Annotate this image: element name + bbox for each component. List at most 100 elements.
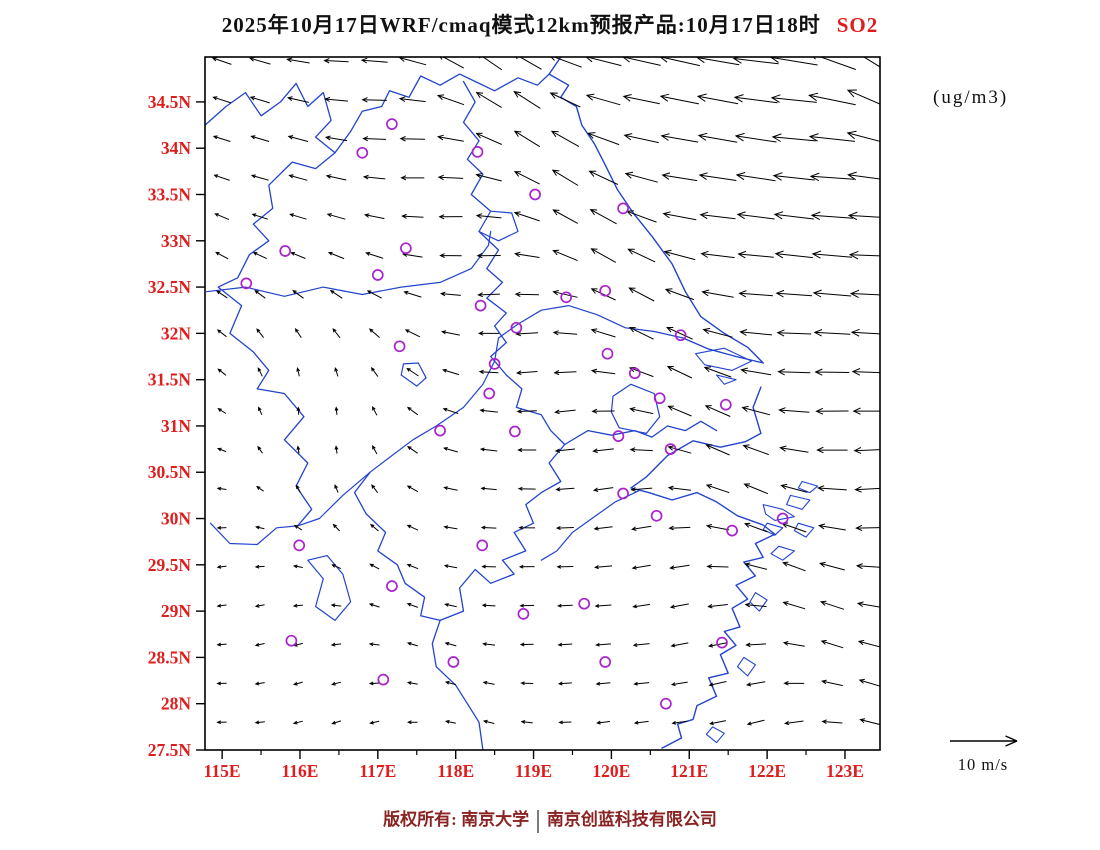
wind-arrow — [660, 133, 699, 143]
station-circle — [599, 656, 612, 668]
wind-arrow — [666, 366, 693, 379]
wind-arrow — [819, 600, 845, 610]
wind-arrow — [708, 681, 727, 687]
wind-arrow — [326, 213, 346, 220]
wind-arrow — [776, 329, 812, 337]
wind-arrow — [258, 406, 263, 416]
wind-arrow — [254, 289, 266, 299]
lat-tick-label: 32N — [161, 323, 192, 343]
wind-arrow — [664, 288, 695, 301]
wind-arrow — [819, 561, 845, 571]
wind-arrow — [478, 369, 499, 375]
wind-arrow — [361, 97, 387, 103]
map-island-line — [749, 592, 768, 612]
wind-arrow — [216, 486, 227, 491]
station-circle — [279, 245, 292, 257]
station-circle — [434, 424, 446, 437]
wind-arrow — [594, 565, 613, 570]
wind-arrow — [439, 253, 462, 258]
wind-arrow — [779, 445, 809, 453]
wind-arrow — [250, 135, 270, 142]
wind-arrow — [551, 169, 579, 186]
lat-tick-label: 32.5N — [148, 277, 192, 297]
wind-arrow — [475, 132, 503, 145]
wind-arrow — [851, 368, 880, 376]
wind-arrow — [256, 328, 264, 338]
wind-arrow — [330, 603, 342, 608]
wind-arrow — [252, 252, 268, 260]
wind-arrow — [254, 720, 265, 725]
wind-arrow — [370, 366, 379, 377]
wind-arrow — [622, 57, 661, 66]
wind-arrow — [323, 58, 349, 64]
wind-arrow — [550, 130, 580, 148]
wind-arrow — [444, 603, 457, 608]
wind-arrow — [513, 171, 540, 185]
wind-arrow — [443, 525, 458, 530]
legend-label: 10 m/s — [958, 755, 1008, 774]
wind-arrow — [296, 406, 301, 415]
lon-tick-label: 117E — [359, 761, 396, 781]
wind-arrow — [783, 681, 805, 686]
wind-arrow — [440, 291, 461, 297]
wind-arrow — [852, 407, 880, 415]
wind-arrow — [249, 96, 270, 104]
station-circle — [386, 118, 398, 130]
wind-arrow — [257, 445, 263, 454]
wind-arrow — [590, 288, 616, 301]
wind-arrow — [742, 444, 769, 456]
wind-arrow — [482, 719, 495, 724]
wind-arrow — [707, 603, 728, 609]
station-circle — [650, 509, 663, 522]
station-circle — [578, 597, 591, 610]
wind-arrow — [558, 720, 572, 725]
wind-arrow — [627, 248, 656, 263]
station-circle — [393, 340, 406, 353]
wind-arrow — [368, 681, 380, 686]
station-circle — [285, 634, 298, 647]
wind-arrow — [744, 562, 768, 570]
wind-arrow — [858, 678, 880, 687]
wind-arrow — [706, 564, 729, 569]
wind-arrow — [288, 174, 308, 181]
wind-arrow — [366, 290, 382, 299]
wind-arrow — [699, 211, 736, 220]
wind-arrow — [557, 642, 573, 647]
wind-arrow — [633, 681, 650, 686]
wind-arrow — [334, 366, 339, 377]
wind-arrow — [514, 251, 540, 258]
wind-arrow — [666, 327, 693, 340]
wind-arrow — [590, 328, 616, 338]
wind-arrow — [520, 681, 534, 686]
wind-arrow — [216, 290, 228, 299]
wind-arrow — [331, 720, 342, 725]
wind-arrow — [406, 524, 419, 531]
wind-arrow — [362, 174, 386, 180]
wind-arrow — [741, 405, 771, 416]
wind-legend: 10 m/s — [950, 735, 1018, 774]
wind-arrow — [698, 172, 737, 181]
wind-arrow — [809, 172, 855, 182]
wind-arrow — [516, 370, 538, 376]
wind-arrow — [292, 564, 303, 569]
wind-arrow — [557, 603, 573, 608]
map-river-line — [209, 305, 684, 546]
wind-arrow — [251, 213, 268, 220]
wind-arrow — [696, 93, 739, 105]
wind-arrow — [213, 174, 230, 181]
wind-arrow — [709, 720, 727, 726]
wind-arrow — [372, 444, 378, 455]
wind-arrow — [403, 290, 422, 298]
wind-arrow — [552, 209, 578, 224]
lon-tick-label: 121E — [670, 761, 708, 781]
wind-arrow — [293, 524, 303, 531]
station-circle — [776, 512, 789, 525]
lat-tick-label: 30N — [161, 509, 192, 529]
wind-arrow — [443, 447, 458, 453]
station-circle — [653, 392, 666, 405]
map-border-line — [564, 420, 718, 446]
wind-arrow — [847, 171, 880, 181]
wind-arrow — [479, 447, 498, 452]
